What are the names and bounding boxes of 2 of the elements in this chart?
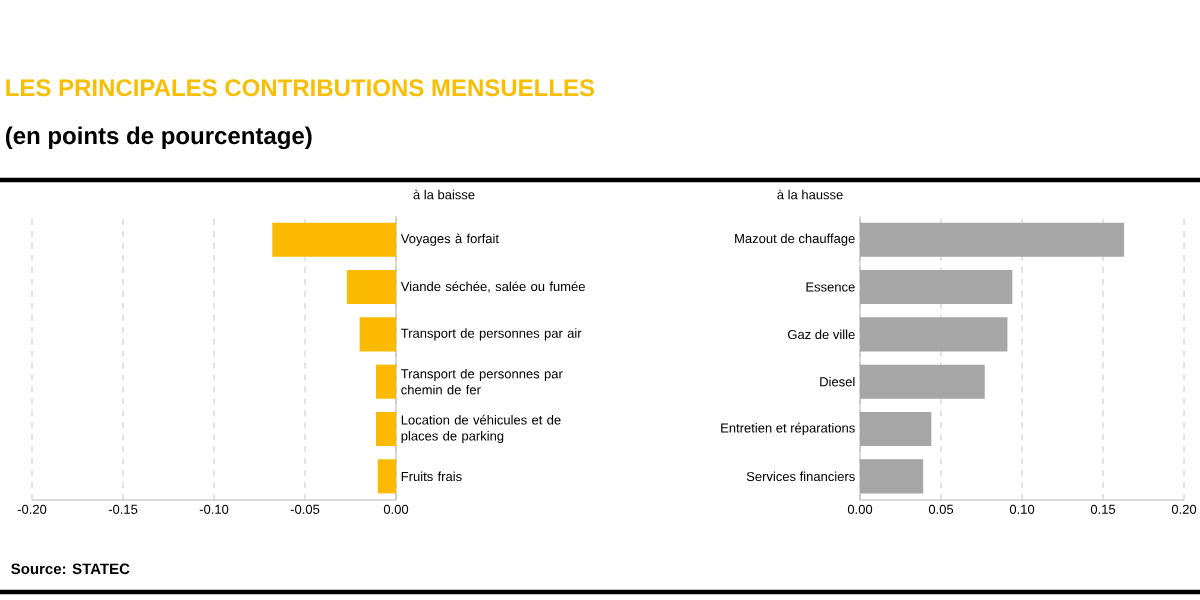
text: LES PRINCIPALES CONTRIBUTIONS MENSUELLES [6, 79, 595, 97]
text: (en points de pourcentage) [5, 126, 312, 150]
